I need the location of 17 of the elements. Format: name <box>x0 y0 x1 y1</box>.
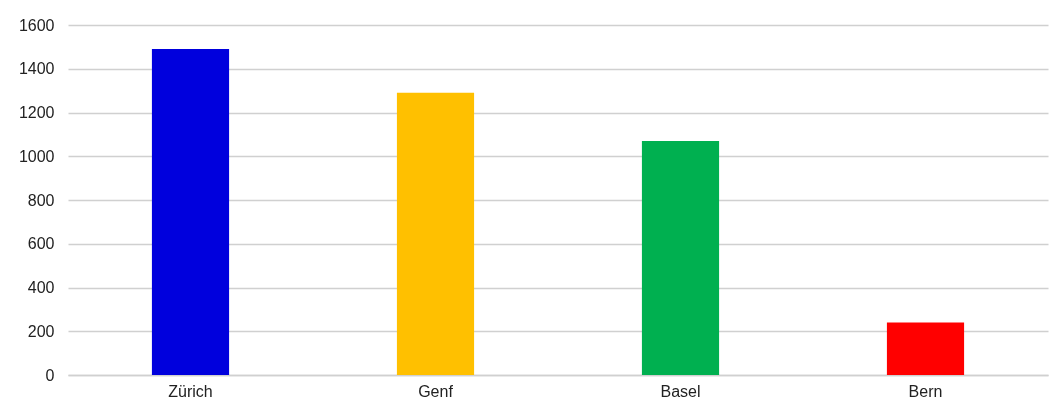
y-tick-label: 1000 <box>18 147 55 165</box>
x-tick-label: Bern <box>908 382 943 400</box>
y-tick-label: 800 <box>27 191 55 209</box>
x-tick-label: Genf <box>418 382 454 400</box>
x-tick-label: Zürich <box>168 382 213 400</box>
bar <box>641 140 720 375</box>
y-tick-label: 0 <box>45 366 55 384</box>
y-tick-label: 600 <box>27 235 55 253</box>
y-tick-label: 1600 <box>18 16 55 34</box>
x-tick-label: Basel <box>660 382 701 400</box>
y-tick-label: 1200 <box>18 104 55 121</box>
y-tick-label: 200 <box>27 322 55 340</box>
bar <box>151 49 230 375</box>
bar <box>886 322 965 375</box>
bar <box>396 92 475 375</box>
y-tick-label: 400 <box>27 279 55 296</box>
y-tick-label: 1400 <box>18 60 55 78</box>
